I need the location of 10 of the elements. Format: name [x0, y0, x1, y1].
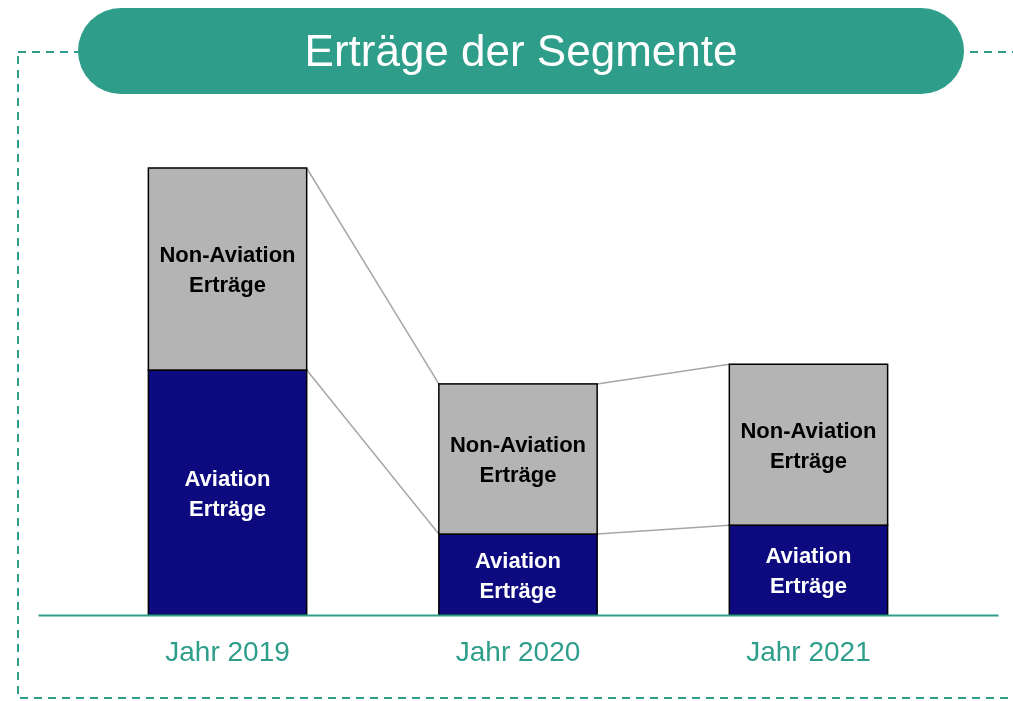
- x-tick-label: Jahr 2021: [746, 635, 871, 667]
- text: Aviation Erträge: [765, 543, 852, 599]
- chart-title: Erträge der Segmente: [304, 26, 738, 75]
- text: Non-Aviation Erträge: [740, 417, 877, 473]
- series-label: Non-Aviation Erträge: [159, 242, 296, 298]
- x-tick-label: Jahr 2020: [455, 635, 581, 667]
- series-label: Aviation Erträge: [475, 547, 561, 603]
- x-tick-label: Jahr 2019: [165, 635, 290, 667]
- text: Aviation Erträge: [184, 465, 271, 521]
- text: Non-Aviation Erträge: [449, 432, 587, 487]
